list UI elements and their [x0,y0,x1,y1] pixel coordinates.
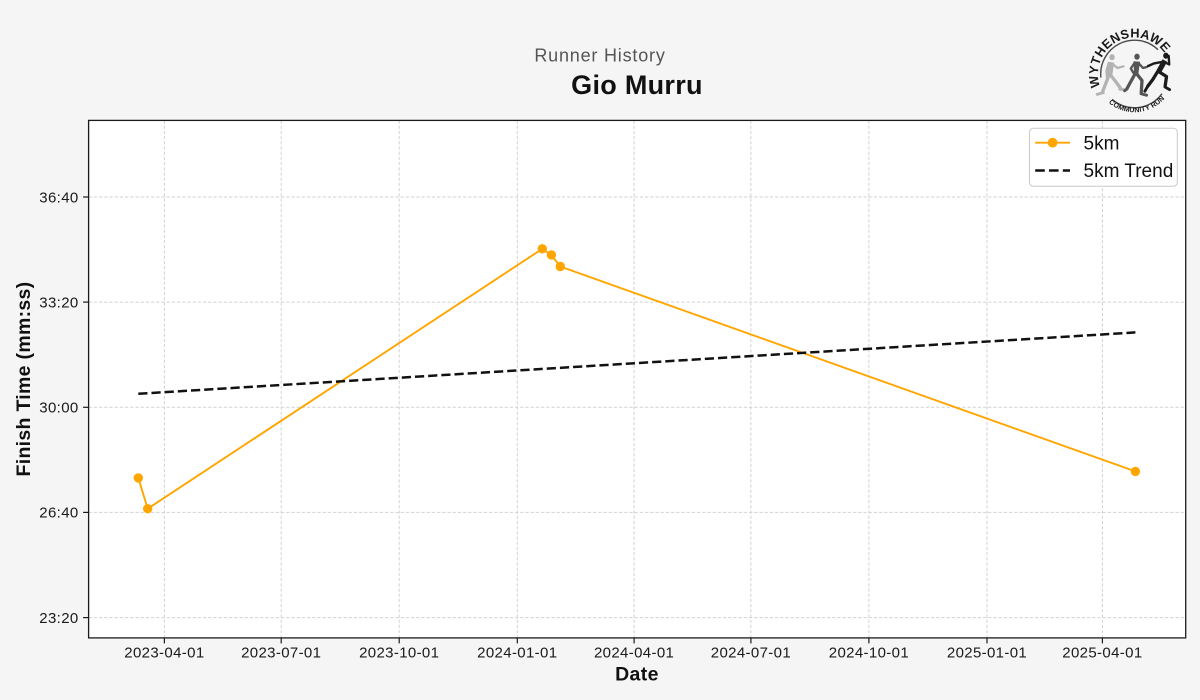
svg-text:Runner History: Runner History [534,46,665,66]
svg-text:Gio Murru: Gio Murru [571,70,703,100]
svg-text:2024-07-01: 2024-07-01 [711,645,791,662]
svg-text:33:20: 33:20 [39,294,78,311]
svg-text:36:40: 36:40 [39,189,78,206]
svg-text:2024-04-01: 2024-04-01 [594,645,674,662]
svg-text:26:40: 26:40 [39,505,78,522]
svg-text:2023-10-01: 2023-10-01 [359,645,439,662]
svg-text:2024-01-01: 2024-01-01 [477,645,557,662]
svg-text:Finish Time (mm:ss): Finish Time (mm:ss) [13,282,35,477]
svg-text:23:20: 23:20 [39,610,78,627]
svg-text:Date: Date [615,664,659,686]
svg-text:5km: 5km [1084,133,1120,154]
svg-text:2025-01-01: 2025-01-01 [947,645,1027,662]
svg-text:2023-04-01: 2023-04-01 [124,645,204,662]
svg-text:5km Trend: 5km Trend [1084,161,1174,182]
svg-text:2023-07-01: 2023-07-01 [241,645,321,662]
svg-text:2024-10-01: 2024-10-01 [829,645,909,662]
svg-text:2025-04-01: 2025-04-01 [1062,645,1142,662]
svg-text:30:00: 30:00 [39,400,78,417]
